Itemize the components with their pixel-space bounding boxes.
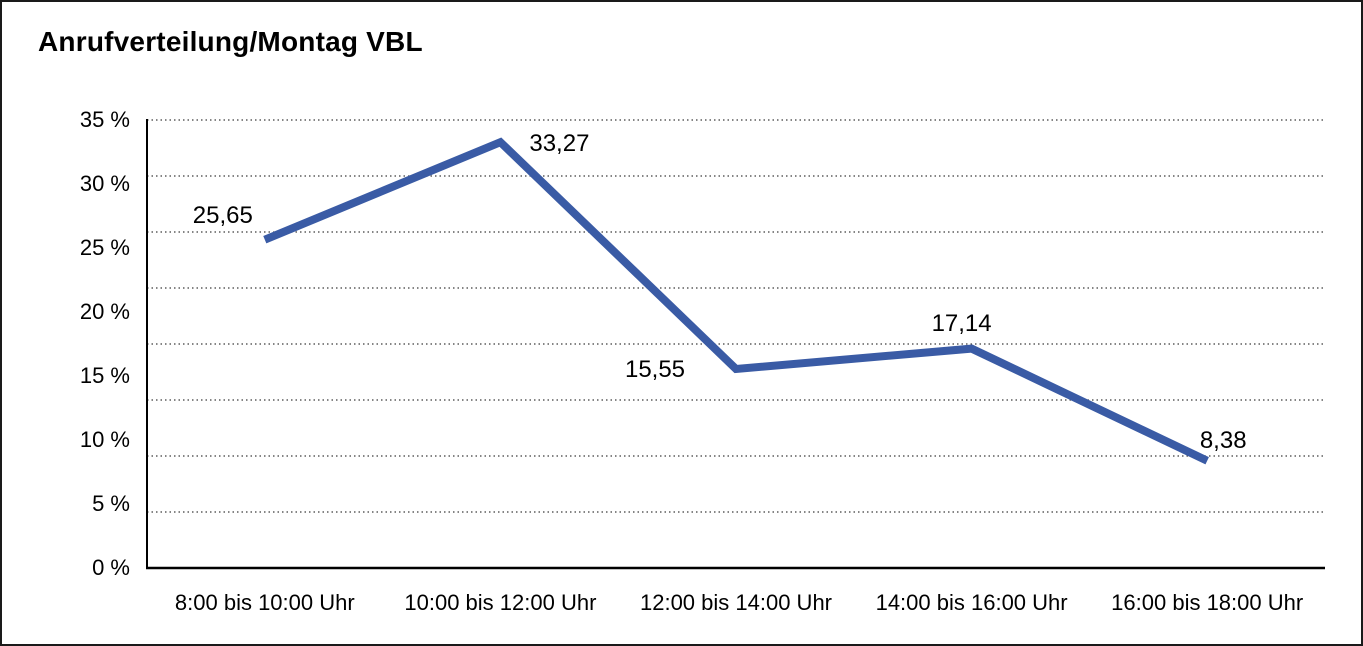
data-point-label: 33,27 [529,130,590,158]
data-point-label: 17,14 [931,309,992,337]
x-tick-label: 10:00 bis 12:00 Uhr [404,590,597,615]
y-tick-label: 0 % [92,555,130,580]
x-tick-label: 16:00 bis 18:00 Uhr [1111,590,1304,615]
x-tick-label: 14:00 bis 16:00 Uhr [875,590,1068,615]
y-tick-label: 15 % [79,363,130,388]
data-point-label: 8,38 [1199,426,1247,454]
data-point-label: 15,55 [624,355,686,383]
y-tick-label: 30 % [79,171,130,196]
y-tick-label: 5 % [92,491,130,516]
x-tick-label: 8:00 bis 10:00 Uhr [174,590,355,615]
y-tick-label: 20 % [79,299,130,324]
y-tick-label: 25 % [79,235,130,260]
x-tick-label: 12:00 bis 14:00 Uhr [639,590,833,615]
data-point-label: 25,65 [192,201,253,229]
series-line [263,137,1209,465]
chart-title: Anrufverteilung/Montag VBL [38,26,423,57]
y-tick-label: 10 % [79,427,130,452]
y-tick-label: 35 % [79,107,130,132]
